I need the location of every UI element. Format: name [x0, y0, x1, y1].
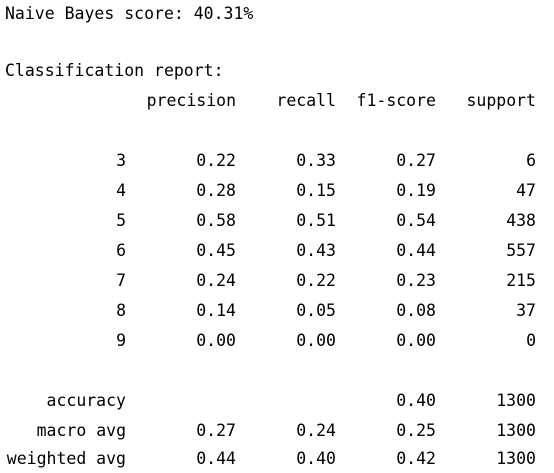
precision-value: 0.14: [196, 301, 236, 320]
weighted-avg-precision: 0.44: [196, 449, 236, 468]
precision-value: 0.00: [196, 331, 236, 350]
class-label: 3: [116, 151, 126, 170]
header-precision: precision: [146, 91, 236, 110]
precision-value: 0.22: [196, 151, 236, 170]
support-value: 37: [516, 301, 536, 320]
macro-avg-f1: 0.25: [396, 421, 436, 440]
f1-value: 0.27: [396, 151, 436, 170]
f1-value: 0.54: [396, 211, 436, 230]
f1-value: 0.44: [396, 241, 436, 260]
header-support: support: [466, 91, 536, 110]
accuracy-f1-value: 0.40: [396, 391, 436, 410]
class-row: 3 0.22 0.33 0.27 6: [0, 151, 554, 171]
weighted-avg-row: weighted avg 0.44 0.40 0.42 1300: [0, 449, 554, 469]
precision-value: 0.28: [196, 181, 236, 200]
weighted-avg-support: 1300: [496, 449, 536, 468]
accuracy-row: accuracy 0.40 1300: [0, 391, 554, 411]
f1-value: 0.23: [396, 271, 436, 290]
class-row: 4 0.28 0.15 0.19 47: [0, 181, 554, 201]
macro-avg-precision: 0.27: [196, 421, 236, 440]
class-label: 7: [116, 271, 126, 290]
class-row: 6 0.45 0.43 0.44 557: [0, 241, 554, 261]
support-value: 438: [506, 211, 536, 230]
recall-value: 0.43: [296, 241, 336, 260]
report-title: Classification report:: [5, 61, 224, 80]
class-label: 9: [116, 331, 126, 350]
accuracy-label: accuracy: [46, 391, 126, 410]
weighted-avg-f1: 0.42: [396, 449, 436, 468]
accuracy-support-value: 1300: [496, 391, 536, 410]
precision-value: 0.58: [196, 211, 236, 230]
report-header-row: precision recall f1-score support: [0, 91, 554, 111]
class-label: 6: [116, 241, 126, 260]
header-recall: recall: [276, 91, 336, 110]
support-value: 557: [506, 241, 536, 260]
recall-value: 0.22: [296, 271, 336, 290]
precision-value: 0.45: [196, 241, 236, 260]
class-label: 5: [116, 211, 126, 230]
support-value: 47: [516, 181, 536, 200]
class-row: 9 0.00 0.00 0.00 0: [0, 331, 554, 351]
recall-value: 0.05: [296, 301, 336, 320]
support-value: 6: [526, 151, 536, 170]
f1-value: 0.00: [396, 331, 436, 350]
recall-value: 0.33: [296, 151, 336, 170]
score-line: Naive Bayes score: 40.31%: [5, 4, 254, 23]
recall-value: 0.15: [296, 181, 336, 200]
recall-value: 0.51: [296, 211, 336, 230]
support-value: 215: [506, 271, 536, 290]
class-row: 7 0.24 0.22 0.23 215: [0, 271, 554, 291]
class-label: 4: [116, 181, 126, 200]
class-row: 5 0.58 0.51 0.54 438: [0, 211, 554, 231]
recall-value: 0.00: [296, 331, 336, 350]
support-value: 0: [526, 331, 536, 350]
macro-avg-recall: 0.24: [296, 421, 336, 440]
class-label: 8: [116, 301, 126, 320]
class-row: 8 0.14 0.05 0.08 37: [0, 301, 554, 321]
weighted-avg-recall: 0.40: [296, 449, 336, 468]
f1-value: 0.08: [396, 301, 436, 320]
macro-avg-support: 1300: [496, 421, 536, 440]
f1-value: 0.19: [396, 181, 436, 200]
macro-avg-row: macro avg 0.27 0.24 0.25 1300: [0, 421, 554, 441]
weighted-avg-label: weighted avg: [6, 449, 126, 468]
precision-value: 0.24: [196, 271, 236, 290]
header-f1-score: f1-score: [356, 91, 436, 110]
macro-avg-label: macro avg: [36, 421, 126, 440]
